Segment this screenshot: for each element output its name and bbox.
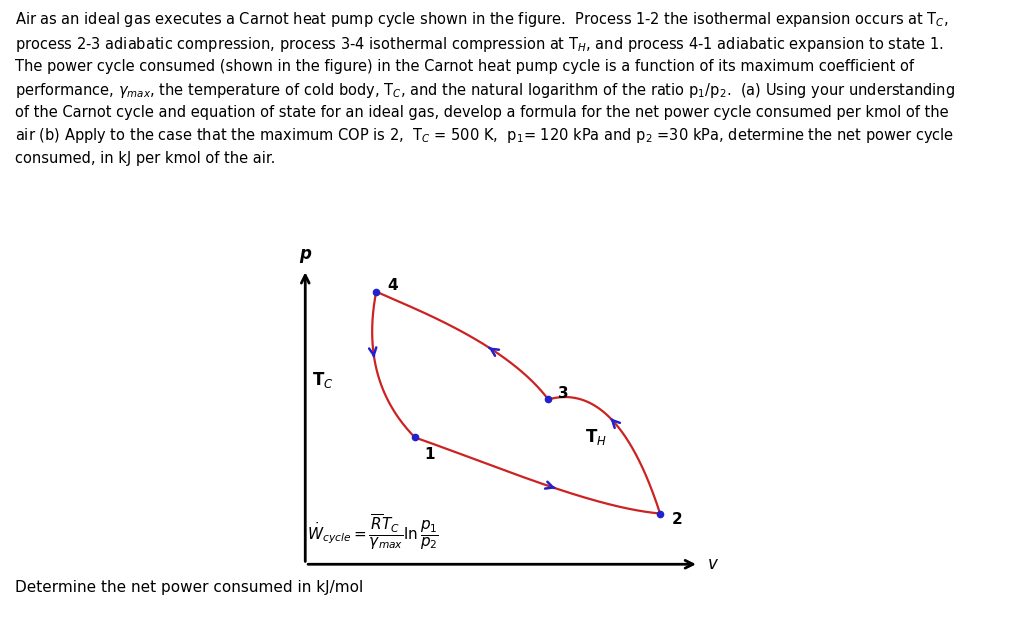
Text: 4: 4 [387,278,397,293]
Text: Determine the net power consumed in kJ/mol: Determine the net power consumed in kJ/m… [15,580,364,595]
Text: $\dot{W}_{cycle} = \dfrac{\overline{R}T_C}{\gamma_{max}} \ln \dfrac{p_1}{p_2}$: $\dot{W}_{cycle} = \dfrac{\overline{R}T_… [307,513,439,552]
Text: v: v [708,555,717,573]
Text: T$_H$: T$_H$ [585,427,606,448]
Text: T$_C$: T$_C$ [311,370,333,391]
Text: 3: 3 [558,385,568,401]
Text: 1: 1 [424,448,435,462]
Text: p: p [299,245,311,263]
Text: Air as an ideal gas executes a Carnot heat pump cycle shown in the figure.  Proc: Air as an ideal gas executes a Carnot he… [15,10,955,165]
Text: 2: 2 [672,512,683,527]
